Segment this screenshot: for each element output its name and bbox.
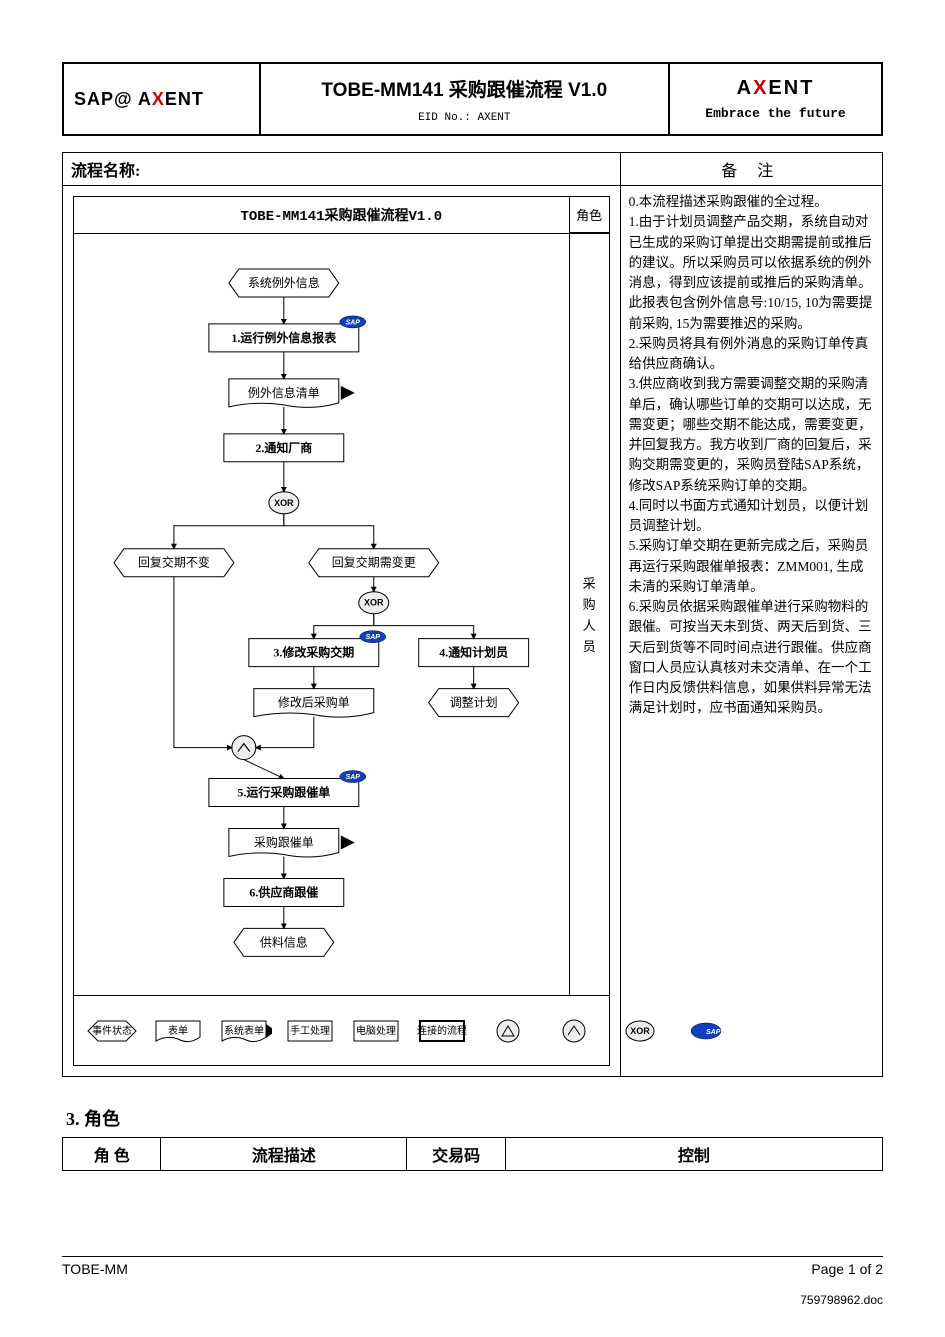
note-paragraph: 6.采购员依据采购跟催单进行采购物料的跟催。可按当天未到货、两天后到货、三天后到… — [629, 597, 874, 719]
svg-text:XOR: XOR — [364, 598, 384, 608]
legend-item — [546, 1016, 602, 1046]
flow-node-n_act6: 6.供应商跟催 — [224, 878, 344, 906]
svg-text:回复交期不变: 回复交期不变 — [138, 555, 210, 570]
header-left-logo: SAP@ AXENT — [63, 63, 260, 135]
flow-node-n_hex_r: 回复交期需变更 — [309, 549, 439, 577]
svg-text:事件状态: 事件状态 — [92, 1024, 132, 1037]
header-right-brand: AXENT Embrace the future — [669, 63, 882, 135]
flow-node-n_doc1: 例外信息清单 — [229, 379, 355, 408]
flow-node-n_xor2: XOR — [359, 592, 389, 614]
svg-text:XOR: XOR — [274, 498, 294, 508]
svg-text:3.修改采购交期: 3.修改采购交期 — [273, 645, 354, 660]
notes-header: 备 注 — [620, 153, 882, 186]
document-title: TOBE-MM141 采购跟催流程 V1.0 — [271, 75, 659, 102]
note-paragraph: 3.供应商收到我方需要调整交期的采购清单后，确认哪些订单的交期可以达成，无需变更… — [629, 374, 874, 496]
svg-text:SAP: SAP — [706, 1029, 721, 1036]
flow-node-n_act1: 1.运行例外信息报表 SAP — [209, 316, 366, 352]
process-name-label: 流程名称: — [71, 163, 140, 180]
svg-text:系统例外信息: 系统例外信息 — [248, 275, 320, 290]
diagram-cell: TOBE-MM141采购跟催流程V1.0 角色 采 购 人 员 — [63, 186, 621, 1077]
svg-text:采购跟催单: 采购跟催单 — [254, 834, 314, 849]
document-eid: EID No.: AXENT — [271, 112, 659, 124]
role-table-header: 角 色 — [63, 1138, 161, 1171]
flow-node-n_act2: 2.通知厂商 — [224, 434, 344, 462]
header-tagline: Embrace the future — [680, 106, 871, 121]
svg-text:2.通知厂商: 2.通知厂商 — [255, 440, 312, 455]
legend-item: SAP — [678, 1016, 734, 1046]
flow-node-n_hex_l: 回复交期不变 — [114, 549, 234, 577]
svg-text:电脑处理: 电脑处理 — [356, 1024, 396, 1037]
legend-item: XOR — [612, 1016, 668, 1046]
document-header: SAP@ AXENT TOBE-MM141 采购跟催流程 V1.0 EID No… — [62, 62, 883, 136]
flow-node-n_start: 系统例外信息 — [229, 269, 339, 297]
footer-left: TOBE-MM — [62, 1261, 128, 1277]
flow-node-n_act4: 4.通知计划员 — [419, 639, 529, 667]
role-swimlane-label: 采 购 人 员 — [569, 233, 609, 995]
note-paragraph: 1.由于计划员调整产品交期，系统自动对已生成的采购订单提出交期需提前或推后的建议… — [629, 212, 874, 334]
flow-edge — [174, 577, 232, 748]
svg-text:5.运行采购跟催单: 5.运行采购跟催单 — [237, 785, 330, 800]
flowchart-title: TOBE-MM141采购跟催流程V1.0 — [74, 197, 609, 234]
flow-edge — [174, 514, 284, 549]
note-paragraph: 5.采购订单交期在更新完成之后，采购员再运行采购跟催单报表：ZMM001, 生成… — [629, 536, 874, 597]
role-column-header: 角色 — [569, 197, 609, 233]
flowchart-wrapper: TOBE-MM141采购跟催流程V1.0 角色 采 购 人 员 — [73, 196, 610, 1066]
svg-text:表单: 表单 — [168, 1024, 188, 1037]
flow-node-n_doc3: 修改后采购单 — [254, 689, 374, 718]
svg-text:SAP: SAP — [366, 634, 381, 641]
legend-item: 事件状态 — [84, 1016, 140, 1046]
page-footer: TOBE-MM Page 1 of 2 — [62, 1256, 883, 1277]
footer-right: Page 1 of 2 — [811, 1261, 883, 1277]
role-table-header: 流程描述 — [161, 1138, 407, 1171]
svg-text:例外信息清单: 例外信息清单 — [248, 385, 320, 400]
svg-text:XOR: XOR — [630, 1026, 650, 1036]
svg-text:SAP: SAP — [346, 774, 361, 781]
flowchart-svg: 系统例外信息 1.运行例外信息报表 SAP 例外信息清单 2.通知厂商 XOR 回复交期不变… — [74, 233, 569, 995]
process-name-cell: 流程名称: — [63, 153, 621, 186]
note-paragraph: 0.本流程描述采购跟催的全过程。 — [629, 192, 874, 212]
legend-item — [480, 1016, 536, 1046]
svg-text:调整计划: 调整计划 — [450, 695, 498, 710]
process-body-table: 流程名称: 备 注 TOBE-MM141采购跟催流程V1.0 角色 采 购 人 … — [62, 152, 883, 1077]
notes-column: 0.本流程描述采购跟催的全过程。1.由于计划员调整产品交期，系统自动对已生成的采… — [620, 186, 882, 1077]
legend-item: 电脑处理 — [348, 1016, 404, 1046]
legend-item: 表单 — [150, 1016, 206, 1046]
svg-text:6.供应商跟催: 6.供应商跟催 — [249, 884, 318, 899]
note-paragraph: 2.采购员将具有例外消息的采购订单传真给供应商确认。 — [629, 334, 874, 375]
flow-edge — [284, 514, 374, 549]
role-table-header: 交易码 — [407, 1138, 505, 1171]
svg-text:系统表单: 系统表单 — [224, 1024, 264, 1037]
svg-text:SAP: SAP — [346, 319, 361, 326]
legend-item: 连接的流程 — [414, 1016, 470, 1046]
flow-node-n_or — [232, 736, 256, 760]
flow-edge — [256, 717, 314, 748]
header-title-cell: TOBE-MM141 采购跟催流程 V1.0 EID No.: AXENT — [260, 63, 670, 135]
flow-node-n_hex6: 供料信息 — [234, 928, 334, 956]
role-table: 角 色流程描述交易码控制 — [62, 1137, 883, 1171]
svg-text:手工处理: 手工处理 — [290, 1024, 330, 1037]
svg-text:4.通知计划员: 4.通知计划员 — [439, 645, 508, 660]
role-table-header: 控制 — [505, 1138, 882, 1171]
legend-item: 系统表单 — [216, 1016, 272, 1046]
flow-node-n_xor1: XOR — [269, 492, 299, 514]
flow-node-n_hex4: 调整计划 — [429, 689, 519, 717]
legend-item: 手工处理 — [282, 1016, 338, 1046]
flow-node-n_act3: 3.修改采购交期 SAP — [249, 631, 386, 667]
svg-text:1.运行例外信息报表: 1.运行例外信息报表 — [231, 330, 337, 345]
flow-node-n_act5: 5.运行采购跟催单 SAP — [209, 771, 366, 807]
svg-text:供料信息: 供料信息 — [260, 934, 308, 949]
note-paragraph: 4.同时以书面方式通知计划员，以便计划员调整计划。 — [629, 496, 874, 537]
flow-edge — [244, 760, 284, 779]
flow-node-n_doc5: 采购跟催单 — [229, 829, 355, 858]
footer-filename: 759798962.doc — [800, 1293, 883, 1307]
svg-text:连接的流程: 连接的流程 — [417, 1024, 467, 1037]
section-3-title: 3. 角色 — [66, 1105, 883, 1131]
svg-text:回复交期需变更: 回复交期需变更 — [332, 555, 416, 570]
svg-text:修改后采购单: 修改后采购单 — [278, 695, 350, 710]
flowchart-legend: 事件状态表单系统表单手工处理电脑处理连接的流程XORSAP — [74, 995, 609, 1065]
flow-edge — [374, 614, 474, 639]
